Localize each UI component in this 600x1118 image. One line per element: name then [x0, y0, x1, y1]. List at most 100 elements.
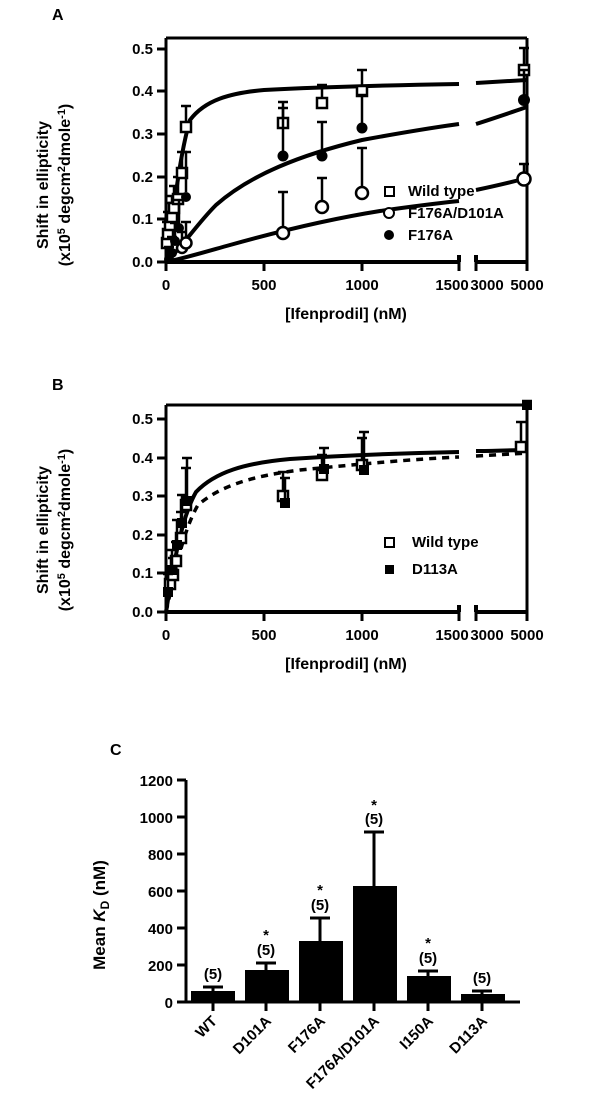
panel-a-ylabel-line2: (x105 degcm2dmole-1)	[56, 104, 74, 267]
panel-b-legend: Wild type D113A	[384, 534, 479, 578]
svg-text:600: 600	[148, 884, 173, 901]
panel-b-xtick-labels: 0 500 1000 1500 3000 5000	[162, 627, 544, 644]
bar-d101a	[245, 970, 289, 1002]
svg-text:1200: 1200	[140, 773, 173, 790]
legend-marker-open-circle	[383, 207, 395, 219]
svg-text:0.3: 0.3	[132, 488, 153, 505]
svg-text:*: *	[317, 882, 323, 899]
svg-text:*: *	[371, 797, 377, 814]
svg-text:0.4: 0.4	[132, 83, 154, 100]
panel-letter-b: B	[52, 377, 64, 394]
panel-a-ytick-labels: 0.0 0.1 0.2 0.3 0.4 0.5	[132, 41, 154, 271]
panel-b-series-d113a	[163, 399, 532, 588]
svg-text:0.4: 0.4	[132, 450, 154, 467]
svg-text:0.5: 0.5	[132, 411, 153, 428]
svg-text:500: 500	[251, 277, 276, 294]
panel-a-xlabel: [Ifenprodil] (nM)	[285, 306, 407, 323]
svg-text:(5): (5)	[365, 811, 383, 828]
legend-label-f176a: F176A	[408, 227, 453, 244]
panel-a-yticks	[157, 47, 166, 264]
panel-b-ylabel-line1: Shift in ellipticity	[35, 466, 52, 594]
bar-f176a	[299, 941, 343, 1002]
panel-letter-c: C	[110, 742, 122, 759]
xtick-label-f176a: F176A	[285, 1013, 329, 1057]
svg-text:0: 0	[162, 277, 170, 294]
svg-text:5000: 5000	[510, 277, 543, 294]
svg-text:1500: 1500	[435, 277, 468, 294]
panel-b-fit-d113a	[164, 448, 528, 613]
xtick-label-wt: WT	[192, 1013, 221, 1042]
panel-c-bars	[191, 886, 505, 1002]
svg-text:400: 400	[148, 921, 173, 938]
legend-label-wild-type: Wild type	[408, 183, 475, 200]
bar-i150a	[407, 976, 451, 1002]
panel-a-xtick-labels: 0 500 1000 1500 3000 5000	[162, 277, 544, 294]
svg-text:0.2: 0.2	[132, 527, 153, 544]
panel-b-markers-d113a	[163, 400, 532, 597]
svg-text:0: 0	[162, 627, 170, 644]
legend-label-wild-type: Wild type	[412, 534, 479, 551]
panel-b-ylabel-line2: (x105 degcm2dmole-1)	[56, 449, 74, 612]
panel-c-chart: Mean KD (nM) 0 200 400 600 800 1000 1200	[90, 773, 520, 1093]
svg-text:0.5: 0.5	[132, 41, 153, 58]
panel-b: B Shift in ellipticity (x105 degcm2dmole…	[0, 360, 600, 700]
legend-label-d113a: D113A	[412, 561, 458, 578]
panel-letter-a: A	[52, 7, 64, 24]
panel-c-significance: * * * *	[263, 797, 431, 952]
svg-text:1000: 1000	[140, 810, 173, 827]
panel-c: C Mean KD (nM) 0 200 400 600 800 1000 1	[0, 700, 600, 1118]
svg-text:5000: 5000	[510, 627, 543, 644]
svg-text:800: 800	[148, 847, 173, 864]
svg-text:1000: 1000	[345, 277, 378, 294]
svg-text:1500: 1500	[435, 627, 468, 644]
svg-text:(5): (5)	[257, 942, 275, 959]
panel-b-ytick-labels: 0.0 0.1 0.2 0.3 0.4 0.5	[132, 411, 154, 621]
xtick-label-i150a: I150A	[397, 1013, 437, 1053]
legend-marker-filled-square	[385, 565, 394, 574]
xtick-label-d113a: D113A	[446, 1013, 491, 1058]
panel-c-error-bars	[203, 830, 492, 994]
panel-a-chart: Shift in ellipticity (x105 degcm2dmole-1…	[35, 36, 544, 323]
panel-b-xticks	[164, 612, 529, 621]
svg-text:0.1: 0.1	[132, 565, 153, 582]
svg-text:200: 200	[148, 958, 173, 975]
panel-c-xticks	[211, 1002, 484, 1011]
panel-a-ylabel-line1: Shift in ellipticity	[35, 121, 52, 249]
svg-text:(5): (5)	[311, 897, 329, 914]
panel-a-xticks	[164, 262, 529, 271]
legend-label-f176a-d101a: F176A/D101A	[408, 205, 504, 222]
panel-c-ytick-labels: 0 200 400 600 800 1000 1200	[140, 773, 173, 1012]
panel-a-frame	[164, 36, 529, 264]
panel-a-series-f176a-d101a	[177, 146, 529, 244]
svg-text:*: *	[263, 927, 269, 944]
svg-text:(5): (5)	[473, 970, 491, 987]
panel-c-ylabel: Mean KD (nM)	[90, 860, 112, 970]
svg-text:(5): (5)	[204, 966, 222, 983]
svg-text:500: 500	[251, 627, 276, 644]
bar-d113a	[461, 994, 505, 1002]
panel-b-markers-wild-type	[163, 440, 528, 591]
svg-text:0.1: 0.1	[132, 211, 153, 228]
legend-marker-filled-circle	[384, 230, 394, 240]
svg-text:0.0: 0.0	[132, 604, 153, 621]
legend-marker-open-square	[384, 537, 395, 548]
panel-b-fit-wild-type	[164, 451, 528, 613]
xtick-label-d101a: D101A	[230, 1013, 275, 1058]
panel-b-chart: Shift in ellipticity (x105 degcm2dmole-1…	[35, 399, 544, 673]
panel-a-markers-f176a-d101a	[175, 171, 532, 255]
panel-c-yticks	[177, 778, 186, 1004]
panel-c-n-labels: (5) (5) (5) (5) (5) (5)	[204, 811, 491, 987]
svg-text:0: 0	[165, 995, 173, 1012]
bar-wt	[191, 991, 235, 1002]
svg-text:1000: 1000	[345, 627, 378, 644]
svg-text:0.0: 0.0	[132, 254, 153, 271]
panel-b-xlabel: [Ifenprodil] (nM)	[285, 656, 407, 673]
legend-marker-open-square	[384, 186, 395, 197]
svg-text:*: *	[425, 935, 431, 952]
panel-b-frame	[164, 403, 529, 614]
svg-text:(5): (5)	[419, 950, 437, 967]
svg-text:3000: 3000	[470, 277, 503, 294]
svg-text:0.2: 0.2	[132, 169, 153, 186]
panel-a: A Shift in ellipticity (x105 degcm2dmole…	[0, 0, 600, 360]
panel-b-series-wild-type	[165, 420, 526, 584]
